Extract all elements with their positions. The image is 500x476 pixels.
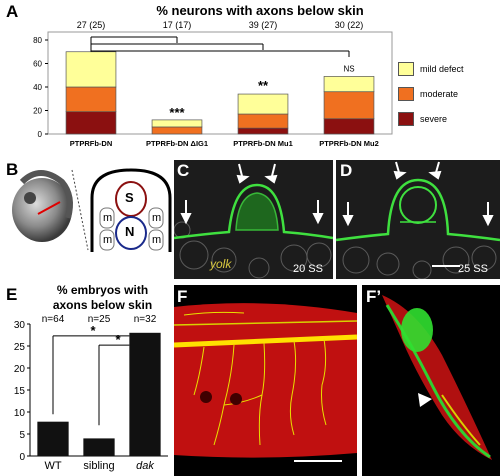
y-tick-label: 40 <box>33 83 42 92</box>
category-label: PTPRFb-DN Mu1 <box>233 139 293 148</box>
y-tick-label: 5 <box>19 430 25 441</box>
count-label: 39 (27) <box>249 20 278 30</box>
y-tick-label: 10 <box>14 408 26 419</box>
panel-f2-image <box>362 285 500 476</box>
category-label: WT <box>44 460 61 472</box>
bar-segment-moderate <box>65 86 117 113</box>
y-tick-label: 80 <box>33 36 42 45</box>
count-label: 17 (17) <box>163 20 192 30</box>
panel-d-image <box>336 160 500 279</box>
bar-segment-moderate <box>237 113 289 129</box>
legend-item-moderate: moderate <box>398 87 464 101</box>
bar-segment-mild-defect <box>151 119 203 128</box>
y-tick-label: 20 <box>14 364 26 375</box>
legend-item-mild: mild defect <box>398 62 464 76</box>
somite-left-lower <box>99 229 115 251</box>
panel-b-schematic <box>12 168 172 252</box>
panel-d-letter: D <box>340 161 353 180</box>
significance-label: ** <box>258 78 269 93</box>
panel-a-legend: mild defect moderate severe <box>398 62 464 126</box>
panel-a-letter: A <box>6 2 19 21</box>
notochord <box>115 216 147 250</box>
section-line <box>37 201 61 215</box>
panel-e-title-2: axons below skin <box>52 298 153 312</box>
yolk-label: yolk <box>210 257 232 271</box>
y-tick-label: 20 <box>33 107 42 116</box>
category-label: PTPRFb-DN <box>70 139 113 148</box>
category-label: sibling <box>83 460 114 472</box>
category-label: dak <box>136 460 154 472</box>
category-label: PTPRFb-DN Mu2 <box>319 139 379 148</box>
significance-label: *** <box>169 105 185 120</box>
skin-outline <box>90 168 172 252</box>
plot-frame <box>47 31 393 135</box>
n-label: n=32 <box>134 314 157 325</box>
bar-segment-severe <box>323 118 375 135</box>
bar-segment-mild-defect <box>323 76 375 93</box>
panel-e-title-1: % embryos with <box>56 283 149 297</box>
label-m4: m <box>152 234 162 246</box>
significance-label: NS <box>343 64 354 73</box>
bar-segment-mild-defect <box>237 93 289 115</box>
y-tick-label: 0 <box>38 130 43 139</box>
legend-item-severe: severe <box>398 112 464 126</box>
arrowhead-icon <box>418 393 432 407</box>
y-tick-label: 0 <box>19 452 25 463</box>
label-n: N <box>125 224 135 239</box>
significance-label: * <box>115 332 121 347</box>
count-label: 30 (22) <box>335 20 364 30</box>
somite-right-upper <box>148 207 164 229</box>
embryo-image <box>12 170 73 242</box>
label-s: S <box>125 190 134 205</box>
y-tick-label: 15 <box>14 386 26 397</box>
n-label: n=64 <box>42 314 65 325</box>
y-tick-label: 30 <box>14 320 26 331</box>
bar-segment-moderate <box>323 91 375 120</box>
y-tick-label: 60 <box>33 60 42 69</box>
panel-e-chart: 0 5 10 15 20 25 30 WT n=64 sibling n=25 dak n=32 * * <box>14 314 168 472</box>
bar-segment-moderate <box>151 126 203 135</box>
panel-b-letter: B <box>6 160 19 179</box>
significance-label: * <box>90 323 96 338</box>
somite-left-upper <box>99 207 115 229</box>
panel-e-letter: E <box>6 285 18 304</box>
panel-d-stage: 25 SS <box>458 263 488 275</box>
somite-right-lower <box>148 229 164 251</box>
bar-segment-severe <box>65 111 117 135</box>
bar-segment-mild-defect <box>65 51 117 88</box>
panel-f2-letter: F’ <box>366 287 382 306</box>
count-label: 27 (25) <box>77 20 106 30</box>
panel-c-stage: 20 SS <box>293 263 323 275</box>
label-m3: m <box>103 234 113 246</box>
bar-segment-severe <box>237 127 289 135</box>
panel-f-image <box>174 285 357 476</box>
label-m1: m <box>103 212 113 224</box>
panel-c-image <box>174 160 333 279</box>
panel-a-chart: 0 20 40 60 80 PTPRFb-DN 27 (25) PTPRFb-DN ΔIG1 1… <box>33 20 393 148</box>
category-label: PTPRFb-DN ΔIG1 <box>146 139 208 148</box>
y-tick-label: 25 <box>14 342 26 353</box>
bar <box>37 421 69 456</box>
n-label: n=25 <box>88 314 111 325</box>
panel-f-letter: F <box>177 287 188 306</box>
panel-a-title: % neurons with axons below skin <box>156 3 364 18</box>
bar <box>83 438 115 456</box>
bar <box>129 332 161 456</box>
panel-c-letter: C <box>177 161 190 180</box>
label-m2: m <box>152 212 162 224</box>
